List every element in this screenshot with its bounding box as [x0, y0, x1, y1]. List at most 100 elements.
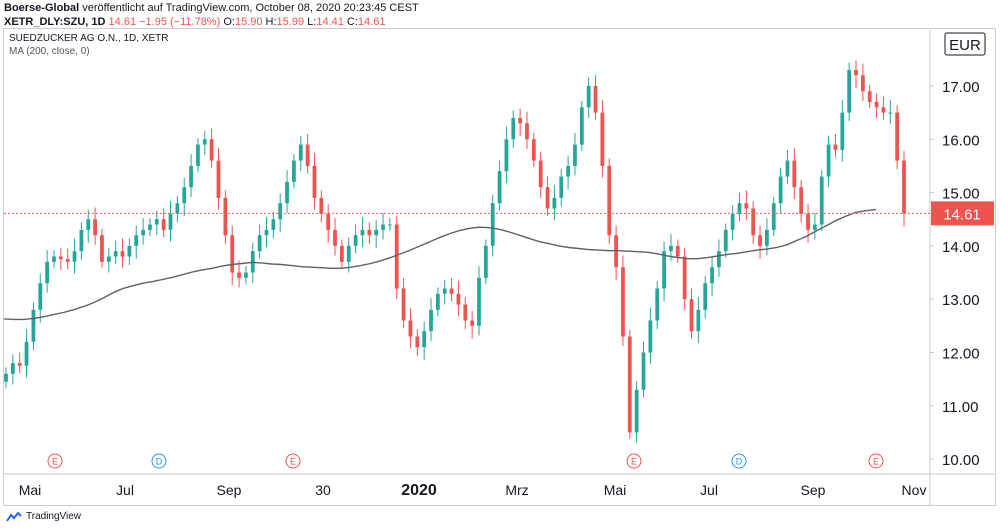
candle [127, 245, 132, 257]
candle [463, 304, 468, 321]
candle [72, 251, 77, 262]
candle [456, 293, 461, 305]
x-tick-label: Sep [801, 482, 826, 498]
candle [627, 336, 632, 433]
symbol-line: XETR_DLY:SZU, 1D [4, 16, 106, 28]
candle [758, 235, 762, 246]
candle [710, 267, 714, 284]
candle [497, 171, 502, 204]
candle [230, 235, 235, 273]
candle [394, 224, 399, 289]
x-tick-label: Jul [116, 482, 134, 498]
candle [477, 277, 481, 326]
candle [525, 123, 529, 140]
ma-line [3, 208, 877, 321]
candle [4, 373, 8, 382]
candle [381, 224, 385, 230]
event-marker-label: E [631, 457, 637, 467]
close-value: 14.61 [357, 16, 386, 28]
publish-info: Boerse-Global veröffentlicht auf Trading… [4, 2, 419, 14]
candle [895, 112, 900, 161]
candle [847, 69, 852, 113]
candle [196, 144, 200, 166]
last-price-tag[interactable] [931, 201, 994, 226]
candle [346, 245, 351, 262]
candle [518, 117, 523, 124]
tradingview-logo-icon [6, 511, 22, 522]
candle [902, 160, 906, 214]
y-tick-label: 16.00 [942, 132, 980, 149]
candle [854, 69, 858, 76]
candle [168, 213, 173, 230]
candle [216, 160, 221, 198]
candle [435, 293, 440, 310]
candle [483, 245, 488, 278]
candle [442, 288, 447, 294]
candle [504, 139, 509, 172]
event-marker-label: E [52, 457, 58, 467]
candle [65, 259, 70, 262]
candle [298, 144, 303, 161]
candle [634, 389, 639, 433]
dividend-marker[interactable] [731, 453, 747, 469]
candle [202, 139, 207, 145]
candle [730, 213, 735, 230]
earnings-marker[interactable] [626, 453, 642, 469]
candle [154, 219, 159, 225]
candle [449, 288, 454, 294]
candle [771, 203, 776, 230]
candle [264, 229, 269, 236]
time-axis[interactable] [4, 475, 930, 505]
candle [545, 187, 550, 209]
candle [579, 107, 584, 145]
dividend-marker[interactable] [151, 453, 167, 469]
candle [285, 181, 289, 204]
candle [607, 165, 612, 236]
candle [751, 208, 756, 236]
candle [765, 229, 769, 246]
candle [257, 235, 262, 252]
candle [490, 203, 495, 246]
earnings-marker[interactable] [285, 453, 301, 469]
event-marker-label: E [290, 457, 296, 467]
footer-brand[interactable]: TradingView [6, 511, 81, 522]
candle [319, 197, 324, 214]
candle [429, 309, 433, 332]
candle [806, 213, 810, 230]
y-tick-label: 13.00 [942, 292, 980, 309]
candle [778, 176, 783, 204]
candle [833, 144, 838, 150]
candle [17, 363, 22, 366]
candle [860, 75, 865, 92]
candle [867, 91, 872, 102]
candle [799, 187, 804, 214]
open-value: 15.90 [234, 16, 263, 28]
candle [881, 107, 886, 113]
candle [717, 251, 721, 268]
candle [888, 112, 893, 114]
candle [586, 85, 591, 108]
candle [655, 288, 660, 321]
candle [744, 203, 749, 209]
candle [209, 139, 214, 161]
candle [792, 160, 797, 188]
candle [538, 160, 543, 188]
candle [785, 160, 790, 177]
candle [312, 165, 317, 198]
ma-legend: MA (200, close, 0) [9, 46, 90, 57]
candle [244, 272, 248, 278]
x-tick-label: Jul [700, 482, 718, 498]
last-price-text: 14.61 [108, 16, 137, 28]
candle [840, 112, 845, 150]
x-tick-label: Mrz [505, 482, 528, 498]
earnings-marker[interactable] [47, 453, 63, 469]
currency-box[interactable] [944, 32, 986, 56]
candle [45, 261, 50, 284]
candle [52, 256, 56, 262]
candle [148, 224, 152, 230]
earnings-marker[interactable] [868, 453, 884, 469]
candle [675, 245, 680, 257]
candle [566, 165, 570, 177]
y-tick-label: 11.00 [942, 399, 978, 416]
